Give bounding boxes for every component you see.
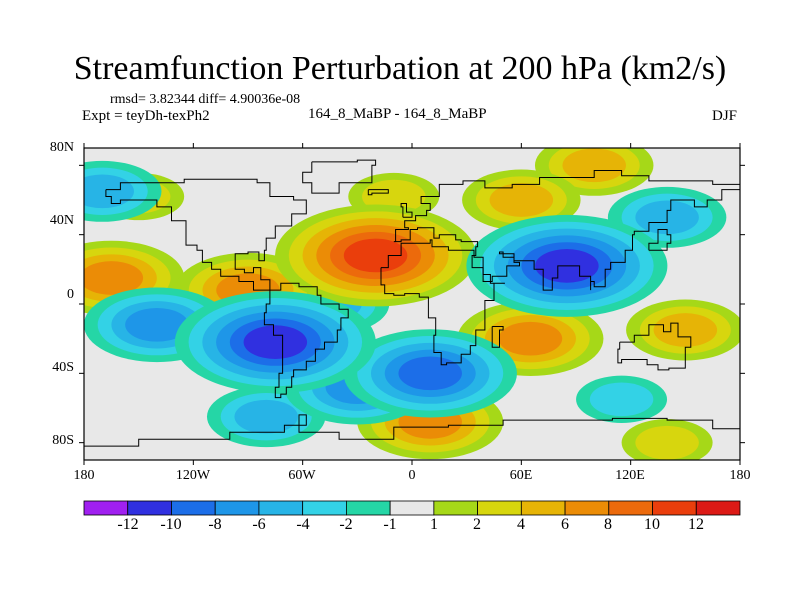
contour-band <box>125 307 189 342</box>
colorbar-label: -6 <box>252 516 266 533</box>
colorbar-swatch <box>608 500 653 516</box>
lon-label-60e: 60E <box>509 468 533 483</box>
contour-band <box>498 321 563 356</box>
colorbar-label: 12 <box>688 516 704 533</box>
contour-band <box>398 356 462 391</box>
contour-band <box>84 174 134 209</box>
colorbar-label: 8 <box>604 516 612 533</box>
lat-label-80s: 80S <box>52 433 74 448</box>
colorbar-label: 1 <box>430 516 438 533</box>
lat-label-40s: 40S <box>52 360 74 375</box>
coastline-segment <box>367 189 389 196</box>
colorbar-swatch <box>127 500 172 516</box>
contour-band <box>243 325 308 359</box>
lon-label-0: 0 <box>408 468 416 483</box>
colorbar-label: -8 <box>208 516 222 533</box>
coastline-segment <box>380 239 505 366</box>
colorbar-swatch <box>389 500 435 516</box>
colorbar-label: -2 <box>339 516 353 533</box>
lat-label-80n: 80N <box>49 140 74 155</box>
colorbar-swatch <box>520 500 566 516</box>
coastline <box>84 159 740 447</box>
colorbar-label: -4 <box>296 516 310 533</box>
experiment-label: Expt = teyDh-texPh2 <box>82 108 210 124</box>
lat-label-0: 0 <box>67 287 74 302</box>
coastline-segment <box>617 322 692 371</box>
contour-band <box>234 399 298 434</box>
contour-band <box>635 425 699 460</box>
colorbar <box>83 500 741 516</box>
coastline-segment <box>84 414 740 447</box>
coastline-segment <box>393 170 740 291</box>
contour-band <box>489 183 554 217</box>
colorbar-swatch <box>477 500 522 516</box>
colorbar-swatch <box>83 500 129 516</box>
lon-label-120w: 120W <box>175 468 211 483</box>
contour-band <box>589 382 654 417</box>
lon-label-180e: 180 <box>729 468 751 483</box>
colorbar-swatch <box>433 500 479 516</box>
lon-label-120e: 120E <box>615 468 645 483</box>
contour-band <box>84 261 144 295</box>
coastline-segment <box>648 229 672 251</box>
contour-band <box>343 238 408 273</box>
colorbar-label: -10 <box>160 516 182 533</box>
colorbar-swatch <box>258 500 304 516</box>
stats-label: rmsd= 3.82344 diff= 4.90036e-08 <box>110 92 301 107</box>
colorbar-label: -1 <box>383 516 397 533</box>
colorbar-label: 4 <box>517 516 525 533</box>
colorbar-swatch <box>345 500 391 516</box>
contour-band <box>653 313 718 347</box>
lon-label-180w: 180 <box>73 468 95 483</box>
contour-band <box>562 148 626 183</box>
run-label: 164_8_MaBP - 164_8_MaBP <box>308 106 487 122</box>
colorbar-swatch <box>171 500 216 516</box>
colorbar-label: -12 <box>117 516 139 533</box>
colorbar-swatch <box>214 500 260 516</box>
season-label: DJF <box>712 108 738 124</box>
lat-label-40n: 40N <box>49 213 74 228</box>
coastline-segment <box>400 203 413 218</box>
coastline-segment <box>491 326 504 348</box>
coastline-segment <box>302 159 377 194</box>
lon-label-60w: 60W <box>288 468 316 483</box>
axis-ticks <box>79 143 745 465</box>
colorbar-swatch <box>695 500 741 516</box>
colorbar-swatch <box>302 500 347 516</box>
colorbar-label: 10 <box>644 516 660 533</box>
colorbar-label: 2 <box>473 516 481 533</box>
colorbar-swatch <box>652 500 697 516</box>
plot-title: Streamfunction Perturbation at 200 hPa (… <box>73 50 727 87</box>
colorbar-swatch <box>564 500 610 516</box>
coastline-segment <box>105 178 307 291</box>
coastline-segment <box>263 282 349 399</box>
colorbar-label: 6 <box>561 516 569 533</box>
